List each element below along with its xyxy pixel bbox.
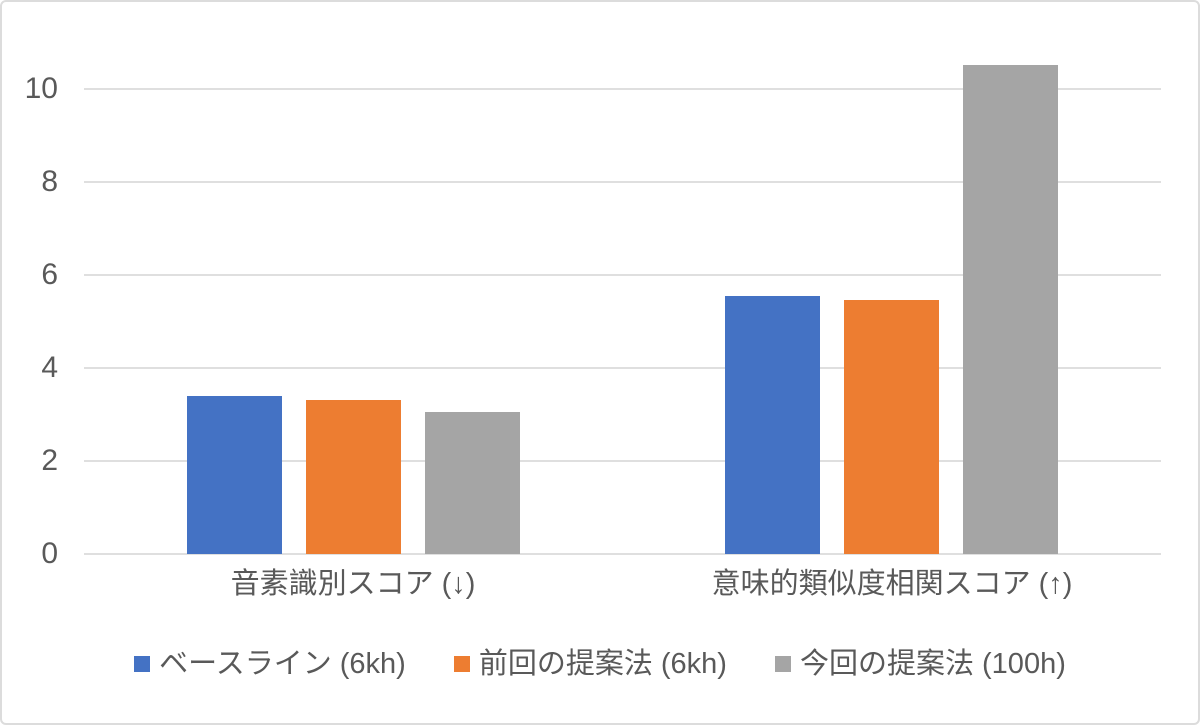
gridline xyxy=(84,273,1161,276)
y-tick-label: 10 xyxy=(24,71,58,105)
y-tick-label: 2 xyxy=(41,443,58,477)
y-tick-label: 8 xyxy=(41,164,58,198)
bar-前回の提案法 (6kh) xyxy=(844,300,939,554)
bar-group-semantic xyxy=(725,42,1058,554)
legend-label-previous-method: 前回の提案法 (6kh) xyxy=(478,648,727,680)
category-label-semantic: 意味的類似度相関スコア (↑) xyxy=(711,568,1073,600)
bar-今回の提案法 (100h) xyxy=(425,412,520,554)
gridline xyxy=(84,180,1161,183)
legend-swatch-blue-icon xyxy=(134,656,151,672)
bar-group-phoneme xyxy=(187,42,520,554)
bar-今回の提案法 (100h) xyxy=(963,65,1058,554)
legend: ベースライン (6kh) 前回の提案法 (6kh) 今回の提案法 (100h) xyxy=(2,644,1198,684)
gridline xyxy=(84,87,1161,90)
legend-swatch-gray-icon xyxy=(774,656,791,672)
bar-ベースライン (6kh) xyxy=(187,395,282,554)
legend-item-baseline: ベースライン (6kh) xyxy=(134,644,406,684)
legend-label-baseline: ベースライン (6kh) xyxy=(159,648,406,680)
bar-ベースライン (6kh) xyxy=(725,295,820,554)
legend-swatch-orange-icon xyxy=(453,656,470,672)
y-tick-label: 4 xyxy=(41,350,58,384)
legend-label-current-method: 今回の提案法 (100h) xyxy=(799,648,1066,680)
y-axis: 0 2 4 6 8 10 xyxy=(2,42,58,570)
y-tick-label: 0 xyxy=(41,537,58,570)
legend-item-previous-method: 前回の提案法 (6kh) xyxy=(453,644,727,684)
bar-前回の提案法 (6kh) xyxy=(306,400,401,554)
gridline xyxy=(84,366,1161,369)
gridline xyxy=(84,459,1161,462)
gridline xyxy=(84,553,1161,555)
legend-item-current-method: 今回の提案法 (100h) xyxy=(774,644,1066,684)
y-tick-label: 6 xyxy=(41,257,58,291)
category-label-phoneme: 音素識別スコア (↓) xyxy=(230,568,476,600)
plot-area xyxy=(84,42,1161,555)
